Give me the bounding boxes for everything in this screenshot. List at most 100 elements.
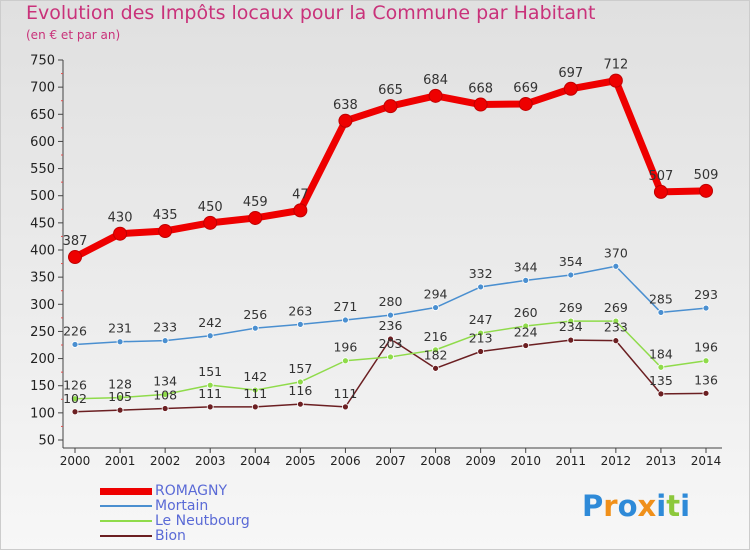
x-tick-label: 2002 bbox=[150, 454, 181, 468]
data-point-le_neutbourg bbox=[477, 329, 485, 337]
legend-swatch-mortain bbox=[100, 505, 152, 507]
data-label-le_neutbourg: 196 bbox=[333, 340, 357, 355]
data-label-mortain: 242 bbox=[198, 315, 222, 330]
data-point-le_neutbourg bbox=[432, 346, 439, 354]
data-label-romagny: 507 bbox=[649, 169, 674, 184]
data-point-bion bbox=[522, 342, 530, 349]
x-tick-label: 2005 bbox=[285, 454, 316, 468]
x-tick-label: 2010 bbox=[510, 454, 541, 468]
data-label-le_neutbourg: 269 bbox=[559, 300, 583, 315]
data-point-le_neutbourg bbox=[206, 381, 214, 389]
data-label-romagny: 47 bbox=[292, 187, 309, 202]
y-tick-label: 550 bbox=[30, 162, 55, 177]
data-label-mortain: 293 bbox=[694, 287, 718, 302]
data-point-le_neutbourg bbox=[387, 353, 394, 361]
data-label-romagny: 697 bbox=[558, 66, 583, 81]
data-point-le_neutbourg bbox=[522, 322, 530, 330]
data-point-romagny bbox=[473, 97, 488, 112]
data-label-bion: 213 bbox=[469, 331, 493, 346]
data-point-le_neutbourg bbox=[702, 357, 710, 365]
data-point-romagny bbox=[338, 113, 353, 128]
data-label-le_neutbourg: 142 bbox=[243, 369, 267, 384]
data-point-le_neutbourg bbox=[161, 390, 169, 398]
data-label-bion: 105 bbox=[108, 389, 132, 404]
data-label-le_neutbourg: 203 bbox=[379, 336, 403, 351]
data-label-romagny: 450 bbox=[198, 200, 223, 215]
x-tick-label: 2009 bbox=[465, 454, 496, 468]
data-label-mortain: 344 bbox=[514, 259, 538, 274]
y-tick-label: 650 bbox=[30, 108, 55, 123]
data-point-romagny bbox=[608, 73, 623, 88]
x-tick-label: 2000 bbox=[60, 454, 91, 468]
legend-label-bion: Bion bbox=[155, 528, 186, 544]
data-point-le_neutbourg bbox=[657, 363, 665, 371]
logo-letter: i bbox=[656, 489, 667, 523]
data-label-romagny: 684 bbox=[423, 73, 448, 88]
legend-label-mortain: Mortain bbox=[155, 498, 209, 514]
data-label-mortain: 256 bbox=[243, 307, 267, 322]
data-label-le_neutbourg: 151 bbox=[198, 364, 222, 379]
x-tick-label: 2001 bbox=[105, 454, 136, 468]
proxiti-logo: Proxiti bbox=[582, 489, 690, 523]
data-label-bion: 111 bbox=[198, 386, 222, 401]
data-point-bion bbox=[71, 408, 79, 416]
legend-label-romagny: ROMAGNY bbox=[155, 483, 228, 499]
x-tick-label: 2006 bbox=[330, 454, 361, 468]
data-label-romagny: 638 bbox=[333, 98, 358, 113]
chart-subtitle: (en € et par an) bbox=[26, 28, 121, 42]
data-point-bion bbox=[432, 364, 439, 372]
data-label-le_neutbourg: 269 bbox=[604, 300, 628, 315]
data-point-bion bbox=[387, 335, 394, 343]
logo-letter: o bbox=[617, 489, 638, 523]
data-point-le_neutbourg bbox=[71, 395, 79, 403]
data-point-le_neutbourg bbox=[296, 378, 304, 386]
data-label-romagny: 387 bbox=[63, 234, 88, 249]
data-point-le_neutbourg bbox=[612, 317, 620, 325]
data-point-mortain bbox=[657, 309, 665, 316]
data-point-romagny bbox=[113, 226, 128, 241]
data-label-le_neutbourg: 126 bbox=[63, 378, 87, 393]
data-point-bion bbox=[657, 390, 665, 398]
data-point-mortain bbox=[342, 316, 349, 324]
data-label-bion: 108 bbox=[153, 388, 177, 403]
data-label-le_neutbourg: 260 bbox=[514, 305, 538, 320]
data-label-romagny: 668 bbox=[468, 82, 493, 97]
logo-letter: x bbox=[637, 489, 657, 523]
data-label-bion: 136 bbox=[694, 372, 718, 387]
data-point-romagny bbox=[68, 250, 82, 265]
legend-swatch-le_neutbourg bbox=[100, 520, 152, 522]
legend-label-le_neutbourg: Le Neutbourg bbox=[155, 513, 250, 529]
data-point-bion bbox=[296, 400, 304, 408]
logo-letter: r bbox=[603, 489, 618, 523]
data-point-mortain bbox=[116, 338, 124, 346]
y-tick-label: 500 bbox=[30, 189, 55, 204]
y-tick-label: 200 bbox=[30, 352, 55, 367]
y-tick-label: 50 bbox=[38, 434, 55, 449]
x-tick-label: 2007 bbox=[375, 454, 406, 468]
data-point-mortain bbox=[161, 337, 169, 345]
data-point-romagny bbox=[383, 99, 398, 114]
data-point-le_neutbourg bbox=[567, 317, 575, 325]
y-tick-label: 600 bbox=[30, 135, 55, 150]
data-label-le_neutbourg: 184 bbox=[649, 346, 673, 361]
data-label-mortain: 231 bbox=[108, 321, 132, 336]
data-point-bion bbox=[161, 405, 169, 412]
data-label-mortain: 332 bbox=[469, 266, 493, 281]
chart-title: Evolution des Impôts locaux pour la Comm… bbox=[26, 2, 596, 24]
data-point-romagny bbox=[293, 203, 308, 218]
y-tick-label: 700 bbox=[30, 81, 55, 96]
x-tick-label: 2014 bbox=[691, 454, 722, 468]
data-label-bion: 233 bbox=[604, 320, 628, 335]
y-tick-label: 400 bbox=[30, 244, 55, 259]
data-point-bion bbox=[206, 403, 214, 411]
data-label-mortain: 294 bbox=[424, 287, 448, 302]
data-label-le_neutbourg: 134 bbox=[153, 373, 177, 388]
data-label-romagny: 669 bbox=[513, 81, 538, 96]
data-point-romagny bbox=[699, 183, 713, 198]
data-point-mortain bbox=[522, 276, 530, 284]
logo-letter: i bbox=[680, 489, 691, 523]
data-label-romagny: 459 bbox=[243, 195, 268, 210]
data-point-bion bbox=[567, 336, 575, 344]
data-point-mortain bbox=[251, 324, 259, 332]
